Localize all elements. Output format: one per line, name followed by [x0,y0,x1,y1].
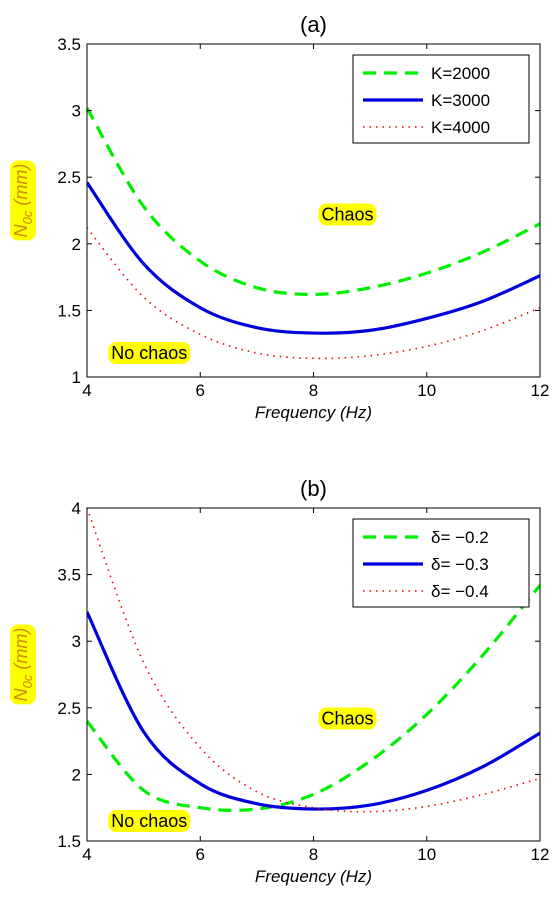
x-axis-label: Frequency (Hz) [255,867,372,886]
annotation-text: No chaos [111,811,187,831]
series-line-2 [87,181,540,335]
annotation-highlight [108,342,191,365]
annotation-highlight [108,810,191,833]
series-group [87,508,540,813]
y-tick-label: 3.5 [57,35,81,54]
annotation-text: No chaos [111,343,187,363]
y-label-main: N [11,687,31,701]
y-label-unit: (mm) [11,164,31,211]
y-tick-label: 1.5 [57,301,81,320]
y-tick-label: 2 [72,235,81,254]
x-tick-label: 8 [309,845,318,864]
series-line-1 [87,584,540,813]
annotation-chaos: Chaos [318,203,377,226]
y-axis-label: N0c (mm) [10,160,36,241]
annotation-no-chaos: No chaos [108,810,191,833]
x-tick-label: 10 [417,381,436,400]
x-tick-label: 6 [196,381,205,400]
legend-label-2: δ= −0.3 [431,555,489,574]
legend: K=2000 K=3000 K=4000 [352,54,530,144]
y-tick-label: 2 [72,765,81,784]
x-tick-label: 8 [309,381,318,400]
y-tick-label: 1.5 [57,832,81,851]
y-tick-label: 2.5 [57,699,81,718]
x-axis-label: Frequency (Hz) [255,403,372,422]
y-tick-label: 3 [72,632,81,651]
y-axis-label: N0c (mm) [10,624,36,705]
annotation-highlight [318,203,377,226]
y-label-text: N0c (mm) [11,164,35,238]
y-tick-label: 3 [72,102,81,121]
annotation-no-chaos: No chaos [108,342,191,365]
chart-panel-b: (b) 4 6 8 10 12 1.5 2 2.5 3 3.5 4 Frequency (Hz) N0c … [10,476,549,886]
series-line-2 [87,611,540,811]
legend: δ= −0.2 δ= −0.3 δ= −0.4 [352,518,530,608]
y-tick-label: 4 [72,499,81,518]
x-tick-label: 12 [531,381,550,400]
series-line-3 [87,227,540,360]
x-tick-label: 12 [531,845,550,864]
series-line-1 [87,107,540,297]
annotation-text: Chaos [321,708,373,728]
annotation-highlight [318,707,377,730]
legend-label-1: δ= −0.2 [431,528,489,547]
x-tick-label: 4 [82,381,91,400]
y-label-highlight [10,624,36,705]
chart-title: (a) [300,12,327,37]
annotation-chaos: Chaos [318,707,377,730]
y-label-unit: (mm) [11,628,31,675]
legend-label-1: K=2000 [431,64,490,83]
y-tick-label: 2.5 [57,168,81,187]
chart-panel-a: (a) 4 6 8 10 12 1 1.5 2 2.5 3 3.5 Frequency (Hz) N0c … [10,12,549,422]
annotation-text: Chaos [321,204,373,224]
legend-label-3: K=4000 [431,118,490,137]
series-group [87,107,540,360]
legend-label-3: δ= −0.4 [431,582,489,601]
y-tick-label: 1 [72,368,81,387]
y-label-highlight [10,160,36,241]
legend-label-2: K=3000 [431,91,490,110]
x-tick-label: 10 [417,845,436,864]
y-label-subscript: 0c [20,674,35,688]
y-label-main: N [11,223,31,237]
y-label-subscript: 0c [20,210,35,224]
chart-title: (b) [300,476,327,501]
x-tick-label: 6 [196,845,205,864]
y-label-text: N0c (mm) [11,628,35,702]
x-tick-label: 4 [82,845,91,864]
y-tick-label: 3.5 [57,566,81,585]
